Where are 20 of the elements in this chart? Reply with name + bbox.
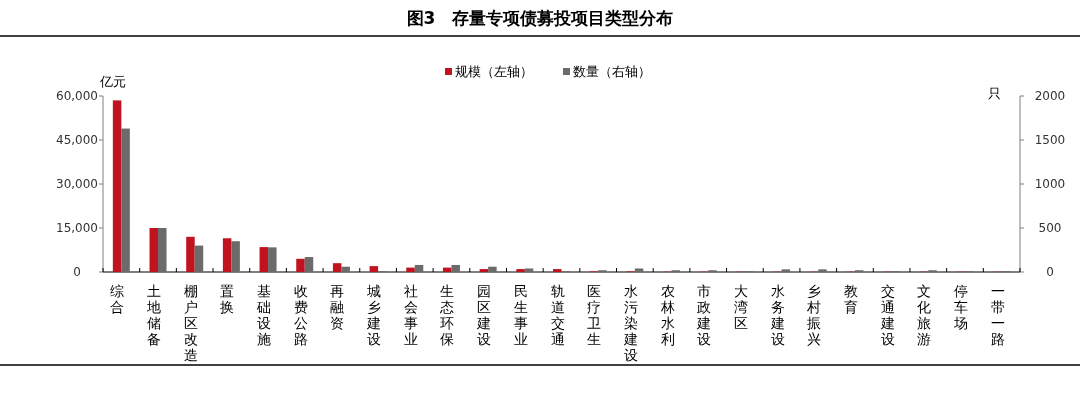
y-tick-label: 45,000	[56, 133, 98, 147]
y-tick-label: 60,000	[56, 89, 98, 103]
bar	[369, 266, 379, 272]
legend-label: 数量（右轴）	[573, 64, 651, 79]
y2-tick-label: 1000	[1034, 177, 1066, 191]
y2-tick-label: 1500	[1034, 133, 1066, 147]
y2-tick-label: 500	[1038, 221, 1062, 235]
legend-label: 规模（左轴）	[455, 64, 533, 79]
y2-tick-label: 2000	[1034, 89, 1066, 103]
bar	[781, 269, 791, 272]
bar	[634, 268, 644, 272]
y2-axis-title: 只	[987, 86, 1001, 101]
y2-tick-label: 0	[1046, 265, 1054, 279]
y-tick-label: 30,000	[56, 177, 98, 191]
bar	[818, 269, 827, 272]
chart-title: 图3 存量专项债募投项目类型分布	[406, 8, 674, 28]
y-tick-label: 15,000	[56, 221, 98, 235]
bar	[553, 269, 562, 272]
y-tick-label: 0	[73, 265, 81, 279]
y-axis-title: 亿元	[99, 74, 126, 89]
